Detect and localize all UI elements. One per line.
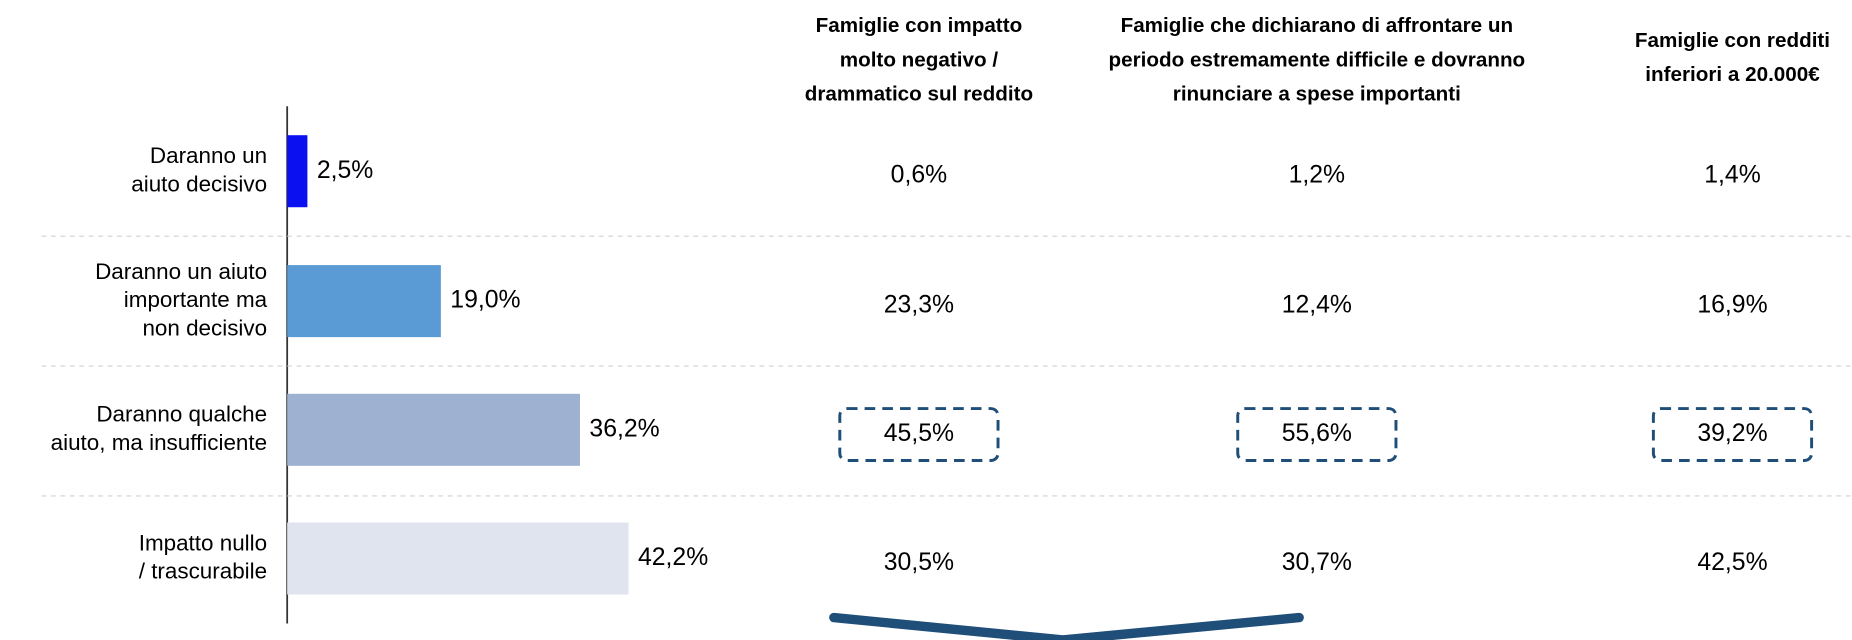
cell-value: 23,3% bbox=[884, 291, 954, 318]
cell-value: 1,2% bbox=[1289, 161, 1345, 188]
bar bbox=[287, 135, 308, 208]
category-label: Daranno qualche aiuto, ma insufficiente bbox=[51, 402, 267, 455]
column-header: Famiglie che dichiarano di affrontare un… bbox=[1109, 15, 1526, 106]
cell-value: 0,6% bbox=[891, 161, 947, 188]
highlight-box bbox=[1651, 407, 1814, 462]
category-label: Impatto nullo / trascurabile bbox=[139, 530, 267, 583]
value-label: 42,2% bbox=[638, 544, 708, 571]
cell-value: 1,4% bbox=[1704, 161, 1760, 188]
cell-value: 42,5% bbox=[1697, 549, 1767, 576]
cell-value: 16,9% bbox=[1697, 291, 1767, 318]
cell-value: 30,5% bbox=[884, 549, 954, 576]
category-label: Daranno un aiuto importante ma non decisiv… bbox=[95, 259, 268, 341]
column-header: Famiglie con redditi inferiori a 20.000€ bbox=[1635, 29, 1830, 86]
bar bbox=[287, 265, 441, 338]
column-header: Famiglie con impatto molto negativo / dram… bbox=[805, 15, 1033, 106]
value-label: 2,5% bbox=[317, 157, 373, 184]
cell-value: 55,6% bbox=[1282, 420, 1352, 447]
highlight-box bbox=[1236, 407, 1398, 462]
cell-value: 30,7% bbox=[1282, 549, 1352, 576]
arrow bbox=[829, 612, 1304, 640]
bar bbox=[287, 522, 629, 595]
category-label: Daranno un aiuto decisivo bbox=[131, 143, 267, 196]
value-label: 36,2% bbox=[589, 415, 659, 442]
bar bbox=[287, 393, 580, 466]
cell-value: 12,4% bbox=[1282, 291, 1352, 318]
cell-value: 45,5% bbox=[884, 420, 954, 447]
cell-value: 39,2% bbox=[1697, 420, 1767, 447]
value-label: 19,0% bbox=[450, 287, 520, 314]
highlight-box bbox=[838, 407, 1000, 462]
